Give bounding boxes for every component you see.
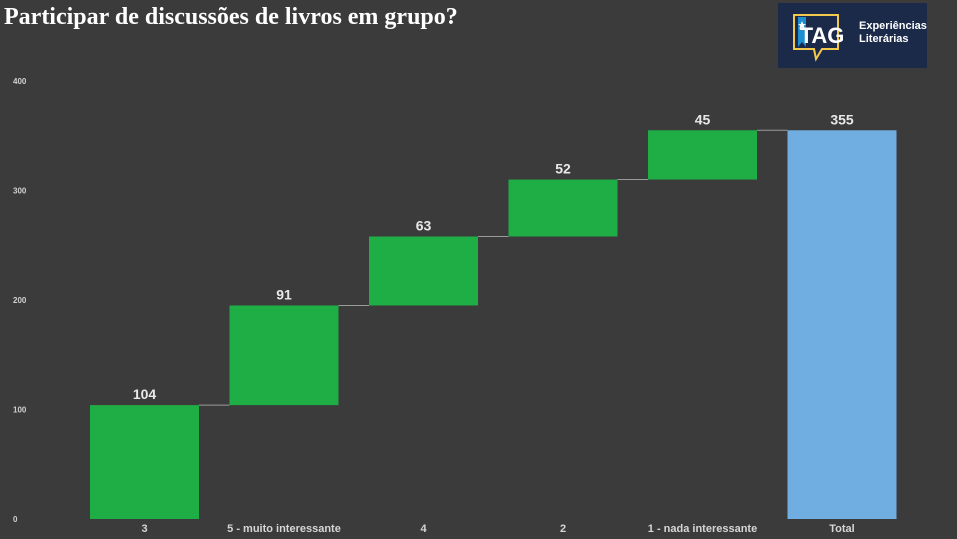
data-label: 63: [416, 217, 432, 233]
increase-bar: [90, 405, 199, 519]
y-tick-label: 400: [13, 77, 27, 86]
data-label: 91: [276, 286, 292, 302]
increase-bar: [508, 179, 618, 237]
data-label: 52: [555, 161, 571, 177]
x-category-label: 1 - nada interessante: [648, 523, 757, 535]
data-label: 45: [695, 111, 711, 127]
y-tick-label: 200: [13, 296, 27, 305]
logo-line2: Literárias: [859, 33, 909, 45]
increase-bar: [369, 236, 478, 306]
logo-text: Experiências Literárias: [859, 20, 927, 46]
y-tick-label: 300: [13, 187, 27, 196]
x-category-label: 4: [420, 523, 427, 535]
data-label: 355: [830, 111, 854, 127]
logo-line1: Experiências: [859, 20, 927, 32]
y-tick-label: 100: [13, 406, 27, 415]
chart-title: Participar de discussões de livros em gr…: [4, 4, 458, 30]
y-tick-label: 0: [13, 515, 18, 524]
x-category-label: 2: [560, 523, 566, 535]
logo-brand: TAG: [800, 23, 844, 48]
tag-logo: TAG Experiências Literárias: [778, 3, 927, 68]
total-bar: [787, 130, 897, 519]
x-category-label: 5 - muito interessante: [227, 523, 341, 535]
increase-bar: [648, 130, 757, 180]
increase-bar: [229, 305, 339, 406]
data-label: 104: [133, 386, 157, 402]
x-category-label: Total: [829, 523, 854, 535]
x-category-label: 3: [141, 523, 147, 535]
star-bookmark-icon: TAG: [793, 14, 844, 62]
